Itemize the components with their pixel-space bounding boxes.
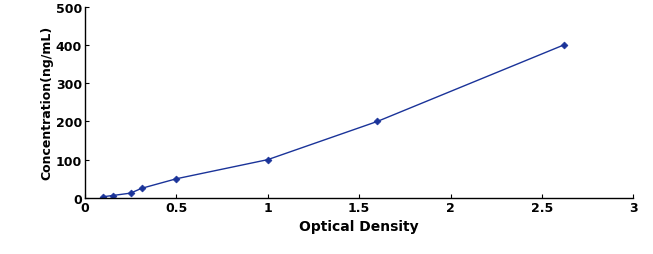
X-axis label: Optical Density: Optical Density (299, 219, 419, 233)
Y-axis label: Concentration(ng/mL): Concentration(ng/mL) (40, 26, 53, 180)
